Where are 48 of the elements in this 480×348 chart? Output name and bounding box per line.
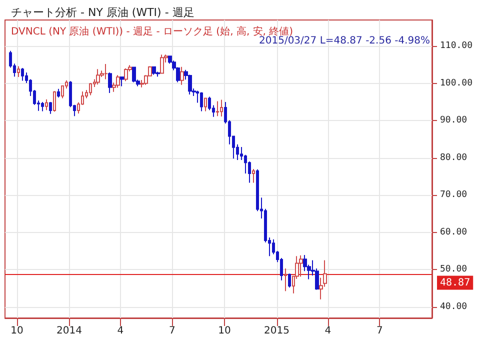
x-tick-label: 10 <box>10 326 24 336</box>
annotation: 2015/03/27 L=48.87 -2.56 -4.98% <box>259 36 430 46</box>
y-tick-label: 70.00 <box>440 190 468 200</box>
x-tick-label: 10 <box>218 326 231 336</box>
x-tick-label: 4 <box>117 326 124 336</box>
candlestick <box>180 66 184 86</box>
candlestick <box>124 68 128 82</box>
candlestick <box>104 63 108 80</box>
candlestick <box>132 66 136 83</box>
candlestick <box>116 74 120 88</box>
candlestick <box>120 76 124 87</box>
candlestick <box>108 72 112 94</box>
candlestick <box>188 74 192 95</box>
x-tick-label: 7 <box>168 326 176 336</box>
y-tick-label: 60.00 <box>440 227 468 238</box>
y-tick-label: 40.00 <box>440 302 468 312</box>
y-tick-label: 90.00 <box>440 116 468 126</box>
candlestick <box>57 88 60 98</box>
x-tick-label: 7 <box>376 326 383 336</box>
chart-title: チャート分析 - NY 原油 (WTI) - 週足 <box>11 6 194 19</box>
ref-line-label: 48.87 <box>440 277 470 288</box>
candlestick <box>45 98 48 111</box>
candlestick <box>41 101 44 112</box>
candlestick <box>252 168 255 184</box>
text: DVNCL (NY 原油 (WTI)) - 週足 - ローソク足 (始, 高, 安, 終値) <box>11 26 294 38</box>
y-tick-label: 80.00 <box>440 152 468 163</box>
candlestick <box>21 68 24 82</box>
candlestick <box>140 79 144 88</box>
candlestick <box>288 273 291 288</box>
candlestick <box>200 92 203 112</box>
candlestick <box>53 90 56 112</box>
candlestick <box>89 82 92 96</box>
y-tick-label: 100.00 <box>440 78 473 88</box>
x-tick-label: 2015 <box>264 326 290 336</box>
candlestick <box>216 100 219 117</box>
y-tick-label: 50.00 <box>440 264 468 275</box>
candlestick <box>17 66 20 78</box>
candlestick <box>204 97 207 112</box>
candlestick <box>299 254 303 278</box>
x-tick-label: 2014 <box>56 326 82 336</box>
candlestick <box>284 268 287 292</box>
candlestick <box>96 68 100 85</box>
candlestick <box>49 101 52 114</box>
candlestick <box>152 66 156 76</box>
candlestick <box>220 99 223 117</box>
x-tick-label: 4 <box>324 326 332 336</box>
candlestick <box>160 54 164 74</box>
y-tick-label: 110.00 <box>440 41 473 52</box>
